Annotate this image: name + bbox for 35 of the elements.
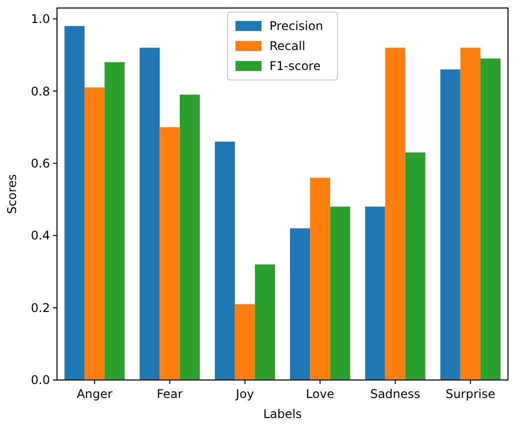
y-tick-label: 0.0 <box>30 373 50 388</box>
bar <box>460 48 480 380</box>
legend-label: F1-score <box>270 59 321 73</box>
bar <box>310 178 330 380</box>
x-axis-title: Labels <box>263 407 302 421</box>
bar <box>214 142 235 380</box>
y-axis-title: Scores <box>5 174 19 214</box>
legend-label: Recall <box>270 39 306 53</box>
y-tick-label: 1.0 <box>30 12 50 26</box>
y-tick-label: 0.2 <box>30 300 50 315</box>
bar <box>405 152 426 380</box>
x-tick-label: Surprise <box>446 387 496 401</box>
bar <box>254 264 275 380</box>
bar <box>480 58 500 380</box>
bar <box>104 62 125 380</box>
y-tick-label: 0.6 <box>30 156 50 170</box>
bar <box>180 94 200 380</box>
bar <box>64 26 85 380</box>
x-tick-label: Anger <box>76 387 113 401</box>
x-tick-label: Love <box>306 387 334 401</box>
bar <box>160 127 180 380</box>
bar <box>440 69 460 380</box>
bar <box>365 206 386 380</box>
bar <box>330 206 350 380</box>
x-tick-label: Fear <box>156 387 183 401</box>
bar <box>234 304 255 380</box>
x-tick-label: Sadness <box>370 387 420 401</box>
bar <box>290 228 310 380</box>
legend-label: Precision <box>270 19 324 33</box>
bar <box>84 87 105 380</box>
y-tick-label: 0.8 <box>30 84 50 98</box>
y-tick-label: 0.4 <box>30 228 50 243</box>
bar <box>140 48 160 380</box>
bar <box>385 48 406 380</box>
x-tick-label: Joy <box>234 387 254 401</box>
